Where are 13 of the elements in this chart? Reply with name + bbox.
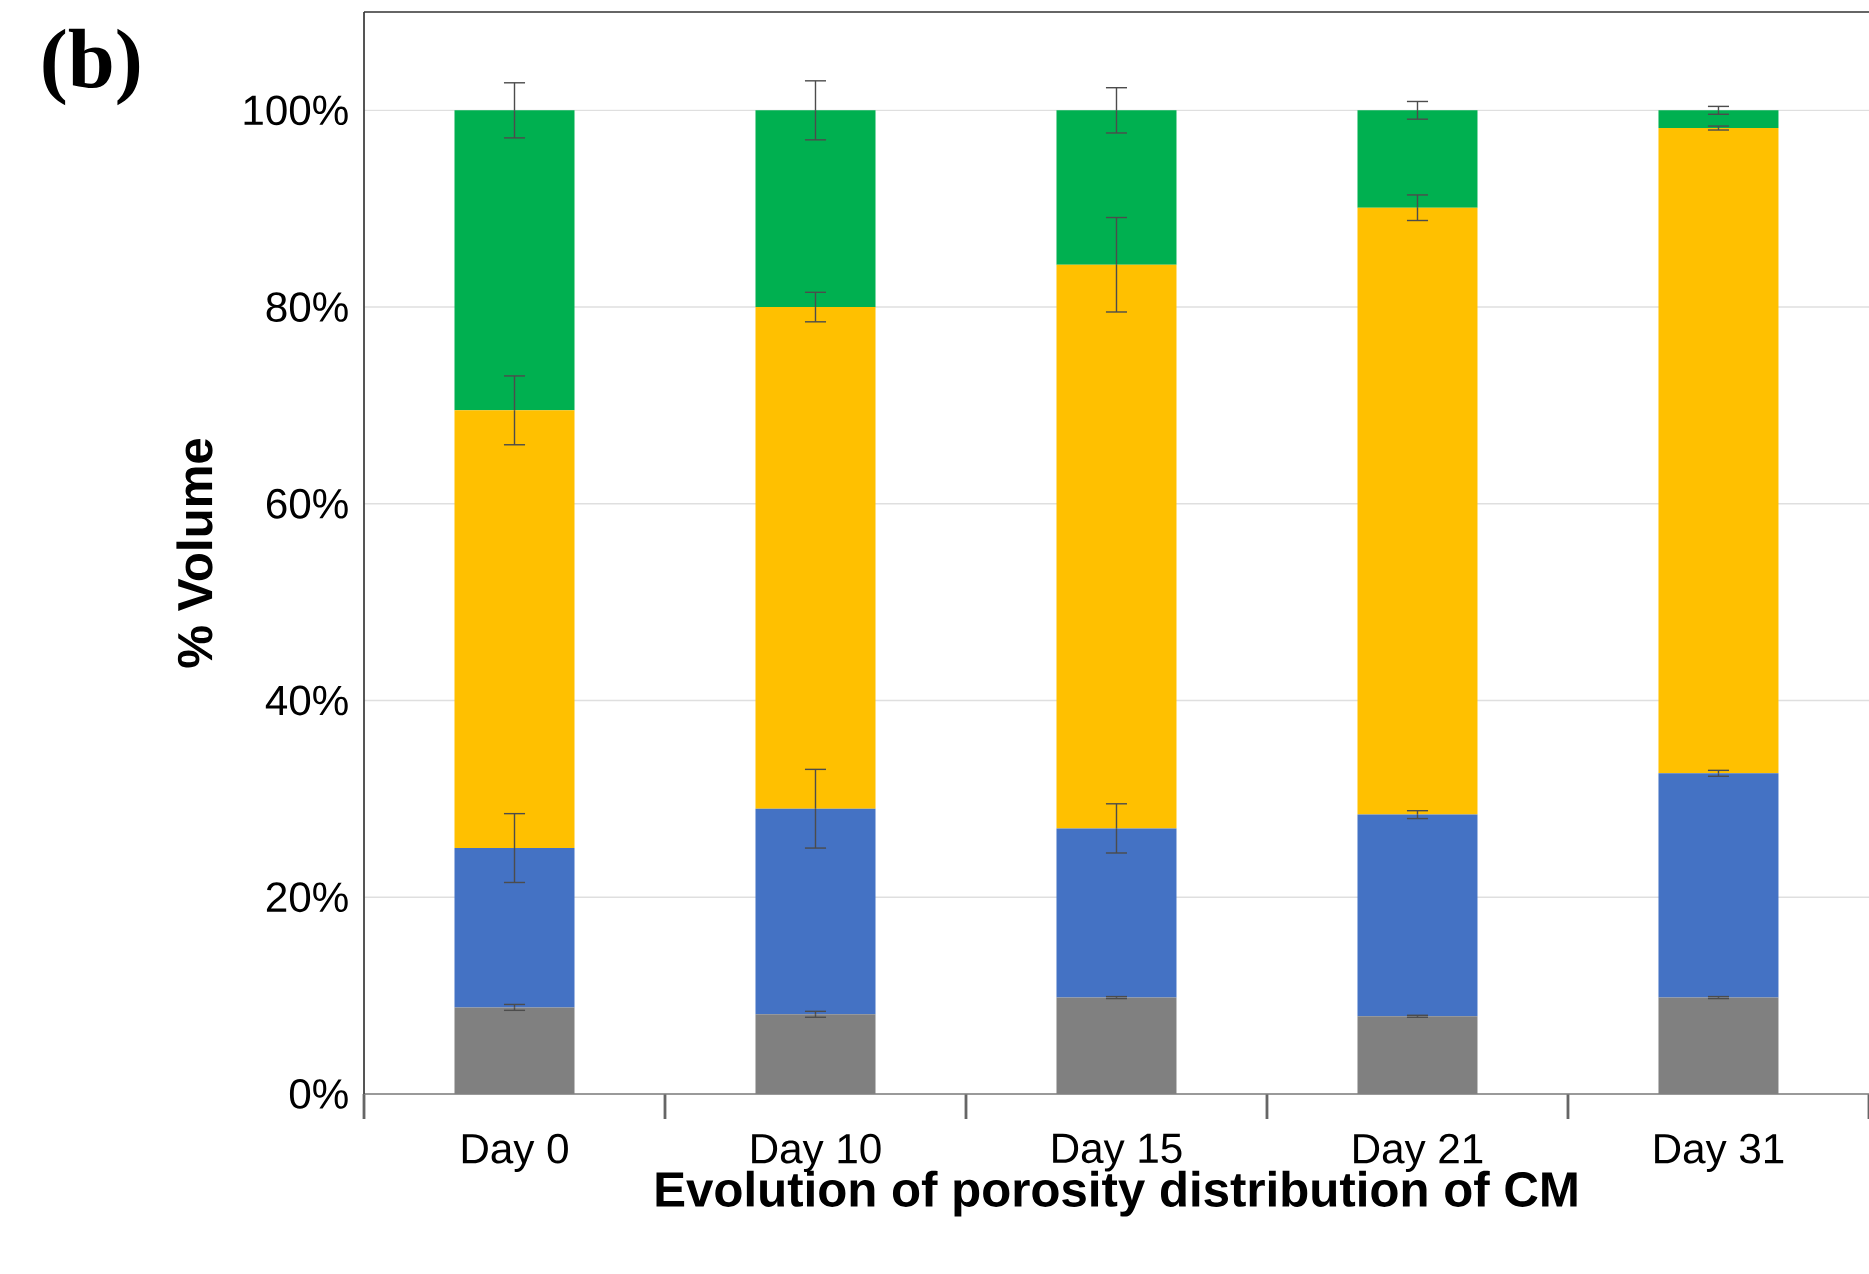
y-tick-label: 0% (289, 1079, 348, 1109)
y-tick-label: 80% (266, 292, 348, 322)
y-tick-label: 100% (244, 95, 348, 126)
y-tick-label: 20% (266, 882, 348, 913)
y-axis-title: % Volume (176, 438, 213, 668)
text: (b) (43, 28, 140, 106)
y-tick-label: 60% (266, 488, 348, 519)
x-tick-label: Day 31 (1655, 1133, 1784, 1172)
x-tick-label: Day 10 (752, 1133, 881, 1172)
x-tick-label: Day 21 (1354, 1133, 1483, 1172)
x-axis-title: Evolution of porosity distribution of CM (656, 1170, 1577, 1217)
y-tick-label: 40% (265, 685, 348, 716)
x-tick-label: Day 0 (462, 1133, 568, 1172)
